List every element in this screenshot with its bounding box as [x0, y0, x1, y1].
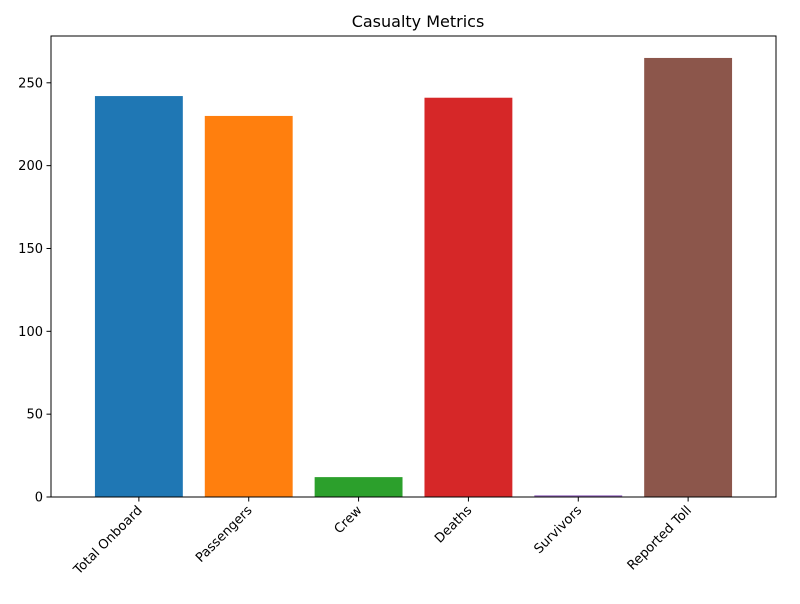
- bar-deaths: [424, 97, 513, 497]
- x-tick-label: Passengers: [193, 503, 256, 566]
- bar-reported-toll: [644, 57, 733, 497]
- chart-title: Casualty Metrics: [352, 12, 485, 31]
- x-tick-label: Crew: [332, 503, 366, 537]
- y-tick-label: 0: [35, 491, 43, 506]
- bar-passengers: [204, 115, 293, 497]
- x-tick-label: Deaths: [432, 503, 475, 546]
- y-tick-label: 50: [26, 408, 43, 423]
- bar-survivors: [534, 495, 623, 497]
- bar-total-onboard: [94, 96, 183, 497]
- y-tick-label: 100: [18, 325, 43, 340]
- y-tick-label: 150: [18, 242, 43, 257]
- bar-crew: [314, 477, 403, 497]
- x-tick-label: Survivors: [531, 503, 585, 557]
- plot-frame: [50, 35, 777, 498]
- x-tick-label: Total Onboard: [70, 503, 145, 578]
- x-tick-label: Reported Toll: [625, 503, 695, 573]
- y-tick-label: 200: [18, 159, 43, 174]
- bars-layer: [94, 57, 733, 497]
- y-tick-label: 250: [18, 76, 43, 91]
